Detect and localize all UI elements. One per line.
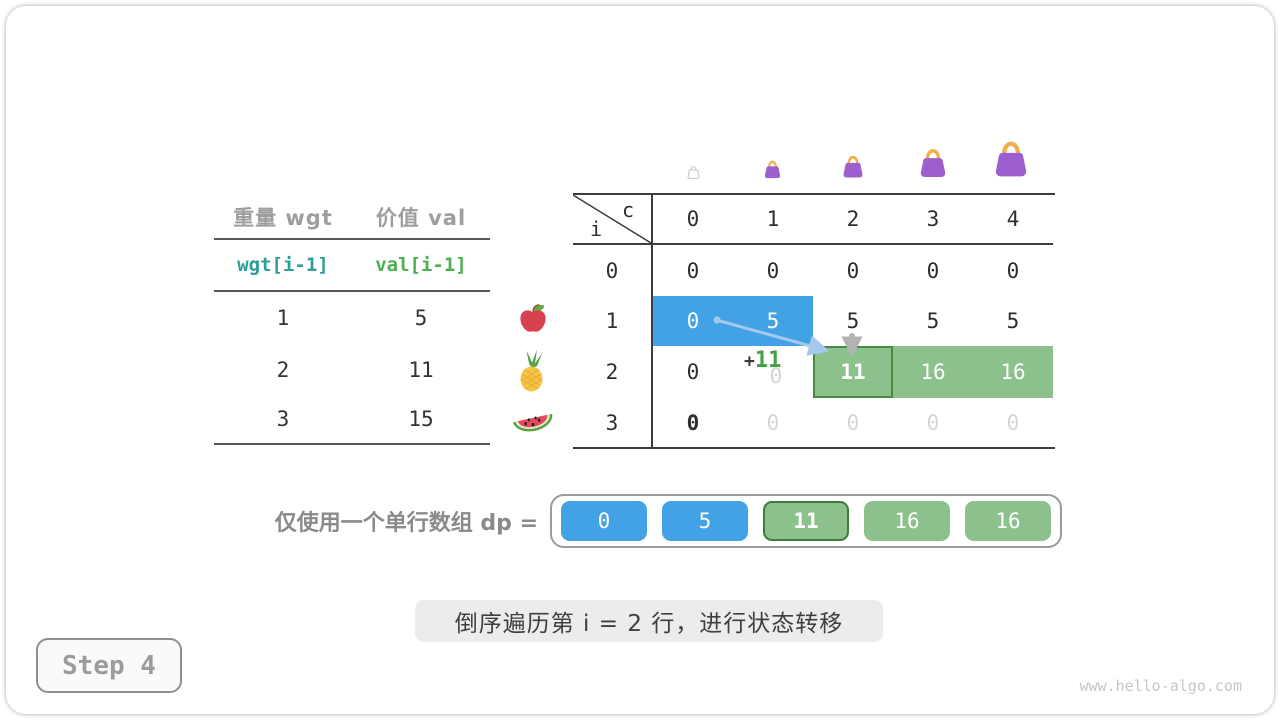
code-wgt-cell: wgt[i-1] bbox=[237, 254, 329, 276]
item-wgt: 1 bbox=[276, 306, 290, 330]
item-var-label: i bbox=[590, 217, 603, 241]
dp-array-item: 16 bbox=[965, 501, 1051, 541]
dp-cell-current: 11 bbox=[813, 346, 893, 398]
dp-cell-ghost: 0 bbox=[846, 410, 860, 435]
dp-cell-ghost: 0 bbox=[766, 410, 780, 435]
dp-array-label: 仅使用一个单行数组 dp = bbox=[274, 511, 538, 536]
dp-col-header: 0 bbox=[653, 195, 733, 245]
dp-row-header: 3 bbox=[573, 398, 653, 447]
dp-cell: 0 bbox=[686, 410, 700, 435]
item-val: 11 bbox=[408, 357, 434, 382]
dp-row-header: 1 bbox=[573, 296, 653, 346]
dp-col-header: 2 bbox=[813, 195, 893, 245]
dp-cell-highlight-blue: 5 bbox=[733, 296, 813, 346]
bag-icon-3 bbox=[920, 149, 946, 178]
items-header-wgt: 重量 wgt bbox=[233, 206, 333, 230]
items-header-row: 重量 wgt 价值 val bbox=[214, 196, 490, 240]
caption: 倒序遍历第 i = 2 行，进行状态转移 bbox=[415, 600, 883, 642]
dp-cell: 0 bbox=[686, 258, 700, 283]
dp-cell: 5 bbox=[1006, 309, 1020, 333]
bag-icon-2 bbox=[843, 155, 863, 178]
item-row-1: 1 5 bbox=[214, 292, 490, 344]
dp-cell: 0 bbox=[686, 360, 700, 384]
watermelon-icon bbox=[513, 413, 553, 432]
ghost-value: 0 bbox=[769, 364, 783, 388]
dp-table: c i 0 1 2 3 4 0 0 0 0 0 0 1 0 5 5 5 5 2 … bbox=[573, 193, 1055, 449]
dp-col-header: 1 bbox=[733, 195, 813, 245]
dp-cell-ghost: 0 bbox=[1006, 410, 1020, 435]
dp-cell: 0 bbox=[766, 258, 780, 283]
code-val-cell: val[i-1] bbox=[375, 254, 467, 276]
items-table: 重量 wgt 价值 val wgt[i-1] val[i-1] 1 5 2 11… bbox=[214, 196, 490, 445]
capacity-var-label: c bbox=[621, 198, 634, 222]
item-val: 5 bbox=[414, 306, 428, 330]
empty-bag-icon bbox=[687, 165, 700, 179]
dp-cell: 0 bbox=[846, 258, 860, 283]
dp-array-item: 16 bbox=[864, 501, 950, 541]
dp-row-header: 2 bbox=[573, 346, 653, 398]
item-row-2: 2 11 bbox=[214, 344, 490, 395]
added-value: 11 bbox=[754, 348, 782, 373]
dp-col-header: 3 bbox=[893, 195, 973, 245]
dp-array-item: 5 bbox=[662, 501, 748, 541]
item-wgt: 2 bbox=[276, 357, 290, 382]
dp-cell: 5 bbox=[846, 309, 860, 333]
dp-cell: 0 bbox=[1006, 258, 1020, 283]
apple-icon bbox=[520, 304, 546, 332]
dp-cell-ghost: 0 bbox=[926, 410, 940, 435]
bag-icon-1 bbox=[764, 160, 781, 179]
item-row-3: 3 15 bbox=[214, 395, 490, 445]
dp-cell: 5 bbox=[926, 309, 940, 333]
dp-cell-highlight-green: 16 bbox=[893, 346, 973, 398]
transfer-annotation: +11 bbox=[744, 350, 781, 372]
bag-icon-4 bbox=[995, 141, 1027, 177]
dp-array-item: 0 bbox=[561, 501, 647, 541]
dp-cell-transfer-source: 0 +11 bbox=[733, 346, 813, 398]
dp-row-header: 0 bbox=[573, 245, 653, 296]
diagonal-divider bbox=[573, 195, 651, 243]
pineapple-icon bbox=[520, 349, 543, 392]
dp-col-header: 4 bbox=[973, 195, 1053, 245]
dp-array-item-current: 11 bbox=[763, 501, 849, 541]
dp-cell: 0 bbox=[926, 258, 940, 283]
dp-corner-cell: c i bbox=[573, 195, 653, 245]
dp-array: 0 5 11 16 16 bbox=[550, 494, 1062, 548]
step-badge: Step 4 bbox=[36, 638, 182, 693]
dp-cell-highlight-green: 16 bbox=[973, 346, 1053, 398]
watermark: www.hello-algo.com bbox=[1079, 677, 1242, 695]
item-wgt: 3 bbox=[276, 407, 290, 431]
items-code-row: wgt[i-1] val[i-1] bbox=[214, 240, 490, 292]
dp-cell-highlight-blue: 0 bbox=[653, 296, 733, 346]
plus-sign: + bbox=[744, 351, 755, 372]
items-header-val: 价值 val bbox=[375, 206, 467, 230]
item-val: 15 bbox=[408, 407, 434, 431]
